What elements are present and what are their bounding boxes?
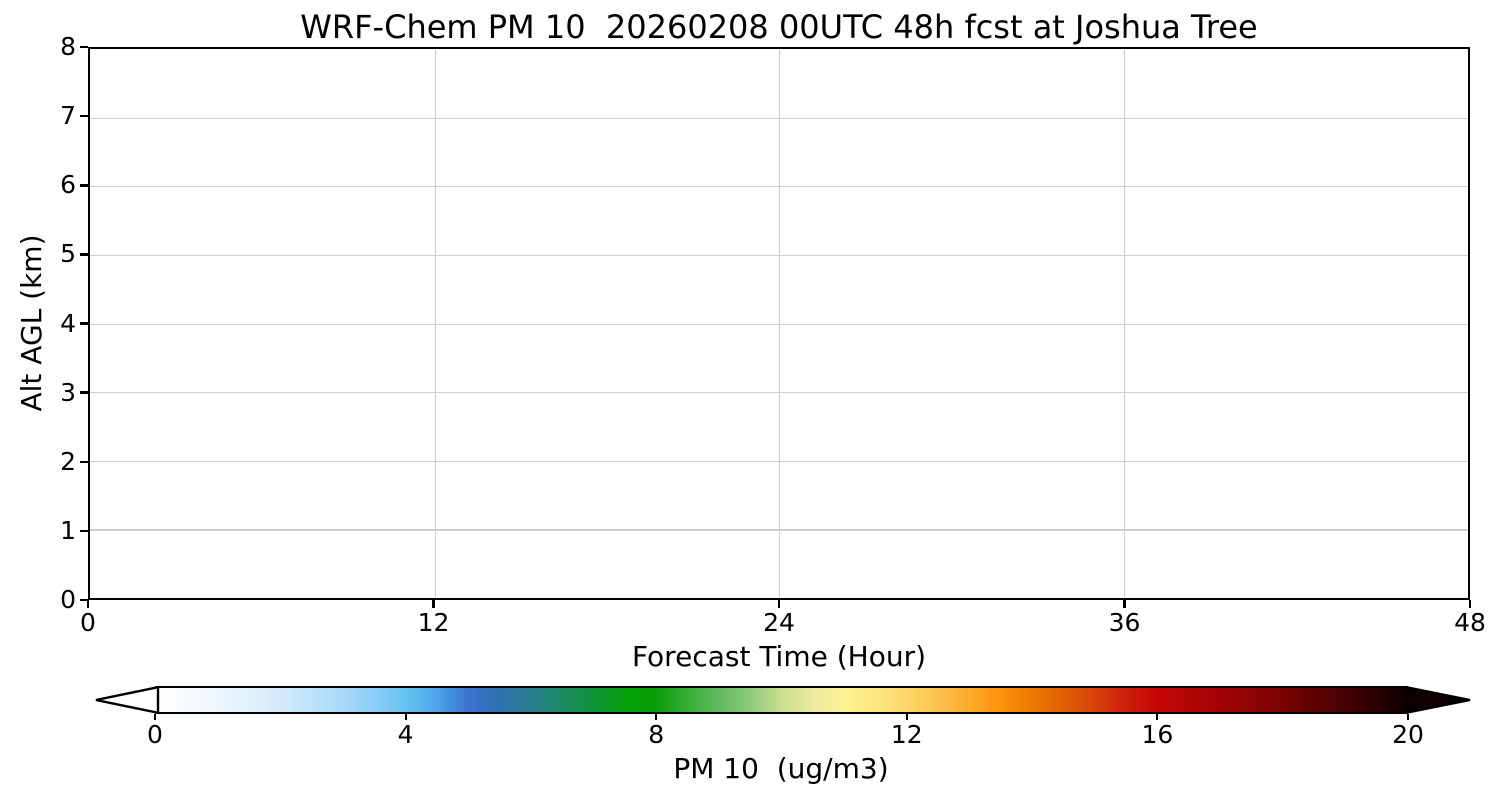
x-tick-label: 0 [80, 608, 96, 637]
colorbar-over-arrow [1404, 685, 1471, 715]
colorbar-tick-label: 20 [1392, 720, 1424, 749]
y-tick-label: 6 [60, 170, 76, 200]
x-tick-mark [777, 600, 781, 608]
colorbar-tick-label: 8 [648, 720, 665, 749]
colorbar-tick-label: 4 [397, 720, 414, 749]
x-tick-mark [1123, 600, 1126, 608]
x-tick-label: 12 [417, 608, 450, 637]
v-gridline [779, 49, 781, 598]
y-tick-mark [80, 184, 88, 187]
y-tick-label: 7 [60, 101, 76, 131]
x-tick-label: 24 [763, 608, 795, 637]
y-tick-mark [80, 253, 88, 256]
y-tick-mark [80, 322, 88, 325]
colorbar [155, 686, 1408, 714]
y-axis-label: Alt AGL (km) [15, 234, 48, 412]
v-gridline [1123, 49, 1125, 598]
colorbar-under-arrow [95, 685, 160, 715]
x-tick-mark [432, 600, 435, 608]
colorbar-tick-mark [1407, 714, 1409, 720]
colorbar-tick-label: 12 [890, 720, 923, 749]
y-tick-mark [80, 391, 88, 394]
y-tick-mark [80, 45, 88, 49]
y-tick-label: 2 [60, 446, 76, 476]
x-tick-label: 36 [1108, 608, 1141, 637]
y-tick-mark [80, 598, 88, 602]
y-tick-label: 4 [60, 308, 76, 338]
colorbar-label: PM 10 (ug/m3) [673, 752, 889, 785]
y-tick-label: 5 [60, 239, 76, 269]
y-tick-label: 3 [60, 377, 76, 407]
colorbar-tick-mark [1156, 714, 1159, 720]
y-tick-label: 1 [60, 515, 76, 545]
y-tick-label: 8 [60, 32, 76, 61]
colorbar-tick-label: 0 [147, 720, 163, 749]
x-axis-label: Forecast Time (Hour) [631, 640, 927, 673]
colorbar-tick-mark [404, 714, 407, 720]
x-tick-mark [86, 600, 90, 608]
colorbar-tick-label: 16 [1141, 720, 1174, 749]
colorbar-tick-mark [905, 714, 908, 720]
chart-title: WRF-Chem PM 10 20260208 00UTC 48h fcst a… [300, 8, 1258, 46]
colorbar-tick-mark [154, 714, 156, 720]
y-tick-mark [80, 460, 88, 463]
x-tick-mark [1468, 600, 1472, 608]
y-tick-label: 0 [60, 585, 76, 614]
v-gridline [434, 49, 436, 598]
y-tick-mark [80, 114, 88, 118]
colorbar-tick-mark [655, 714, 658, 720]
plot-area [88, 47, 1470, 600]
x-tick-label: 48 [1454, 608, 1486, 637]
y-tick-mark [80, 529, 88, 533]
